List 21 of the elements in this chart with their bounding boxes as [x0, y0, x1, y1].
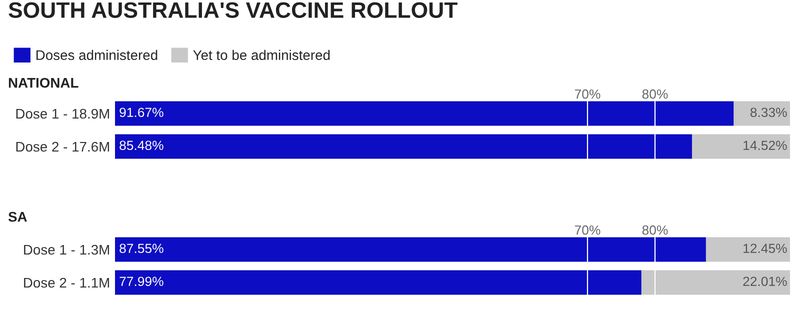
data-label: 22.01%: [743, 276, 787, 286]
legend-label: Doses administered: [36, 50, 158, 60]
y-tick-label: Dose 2 - 17.6M: [16, 142, 110, 152]
data-label: 87.55%: [120, 244, 164, 254]
chart-subtitle: NATIONAL: [8, 78, 78, 88]
ref-line-label: 70%: [574, 225, 600, 235]
y-tick-label: Dose 2 - 1.1M: [24, 278, 110, 288]
ref-line-label: 70%: [574, 89, 600, 99]
chart-title: SOUTH AUSTRALIA'S VACCINE ROLLOUT: [8, 2, 458, 18]
chart-title: SA: [8, 212, 27, 222]
data-label: 91.67%: [120, 108, 164, 118]
data-label: 77.99%: [120, 276, 164, 286]
y-tick-label: Dose 1 - 18.9M: [16, 108, 110, 119]
data-label: 8.33%: [750, 108, 787, 118]
data-label: 14.52%: [744, 140, 787, 150]
data-label: 85.48%: [120, 140, 164, 150]
ref-line-label: 80%: [642, 225, 668, 235]
y-tick-label: Dose 1 - 1.3M: [24, 244, 110, 255]
legend-label: Yet to be administered: [193, 50, 330, 60]
ref-line-label: 80%: [642, 89, 668, 99]
data-label: 12.45%: [744, 244, 787, 254]
